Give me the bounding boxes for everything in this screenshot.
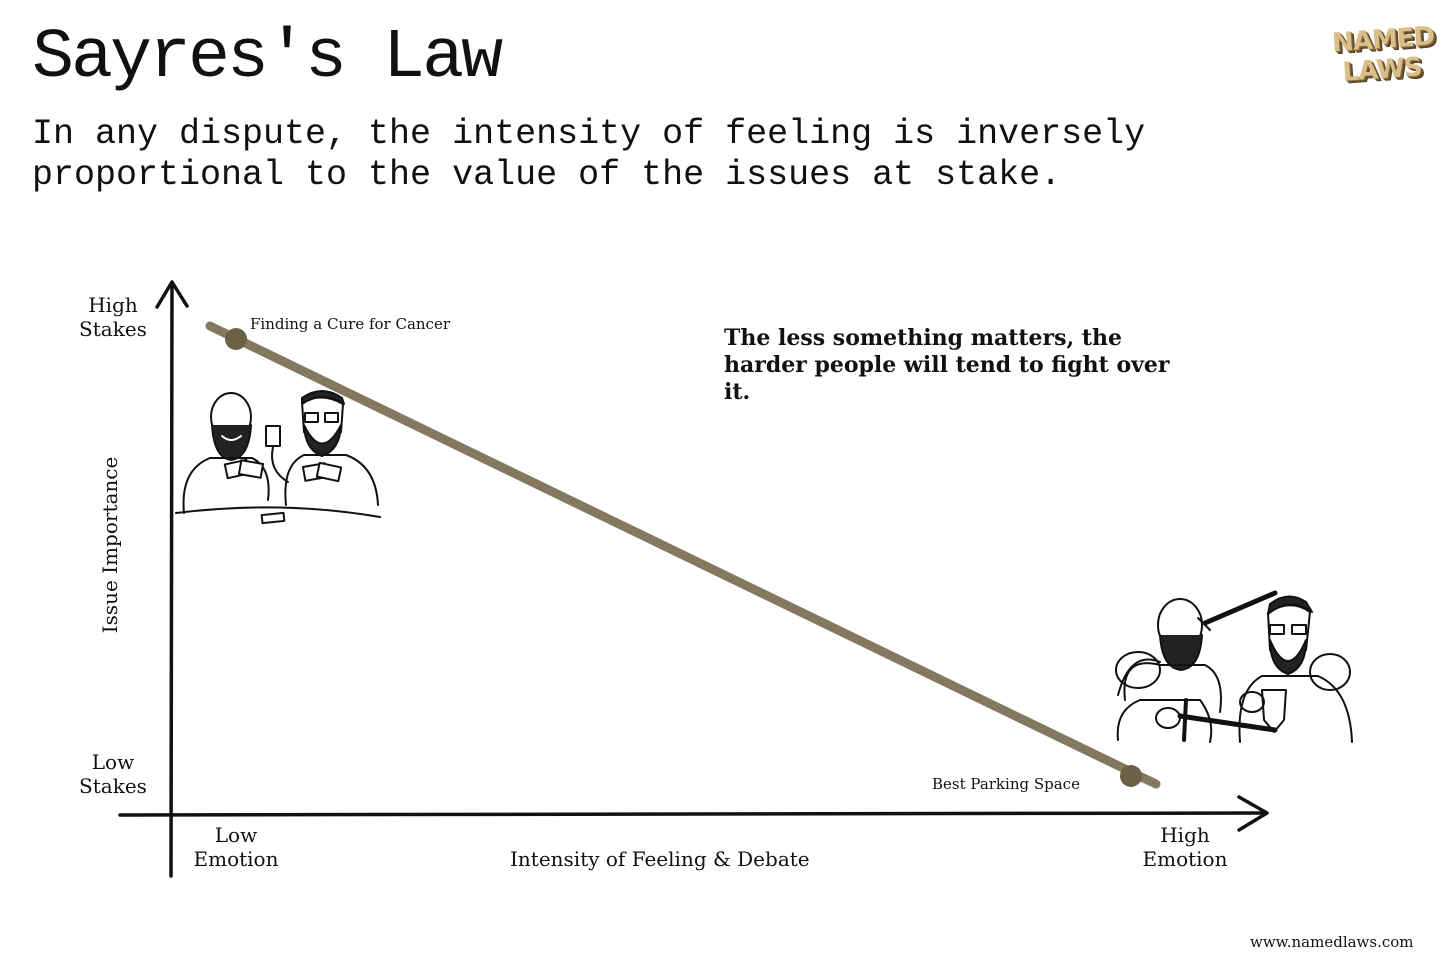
y-axis-title: Issue Importance bbox=[98, 456, 122, 634]
card-players-illustration bbox=[175, 390, 381, 525]
x-axis-low-text: Low Emotion bbox=[193, 823, 279, 871]
inverse-trend-line bbox=[205, 321, 1161, 789]
x-axis-high-label: High Emotion bbox=[1130, 823, 1240, 871]
point-parking-space-label: Best Parking Space bbox=[932, 775, 1080, 793]
sword-fighters-illustration bbox=[1115, 590, 1353, 743]
footer-url: www.namedlaws.com bbox=[1250, 933, 1414, 951]
x-axis-low-label: Low Emotion bbox=[186, 823, 286, 871]
point-parking-space bbox=[1120, 765, 1142, 787]
y-axis-low-label: Low Stakes bbox=[68, 750, 158, 798]
y-axis bbox=[155, 280, 189, 878]
x-axis-high-text: High Emotion bbox=[1142, 823, 1228, 871]
y-axis-low-text: Low Stakes bbox=[79, 750, 147, 798]
y-axis-high-text: High Stakes bbox=[79, 293, 147, 341]
annotation-text: The less something matters, the harder p… bbox=[724, 325, 1170, 405]
page-title: Sayres's Law bbox=[32, 19, 503, 98]
y-axis-high-label: High Stakes bbox=[68, 293, 158, 341]
law-statement: In any dispute, the intensity of feeling… bbox=[32, 114, 1146, 195]
x-axis-title: Intensity of Feeling & Debate bbox=[510, 847, 810, 871]
point-cure-for-cancer bbox=[225, 328, 247, 350]
point-cure-for-cancer-label: Finding a Cure for Cancer bbox=[250, 315, 451, 333]
x-axis bbox=[118, 795, 1269, 832]
